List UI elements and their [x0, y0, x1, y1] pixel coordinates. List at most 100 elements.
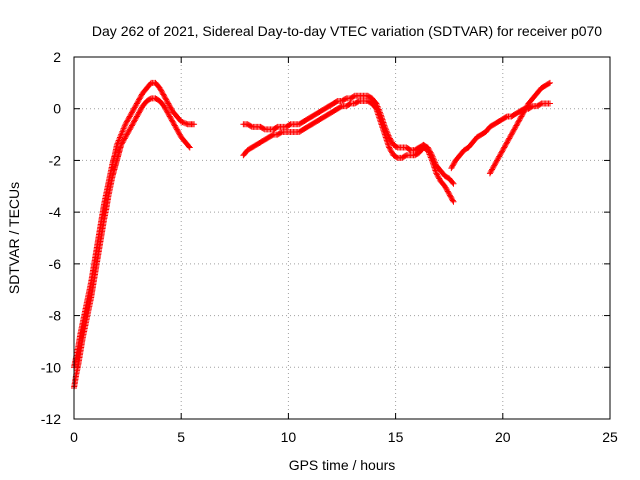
- data-point: [136, 109, 143, 116]
- data-point: [436, 175, 443, 182]
- data-point: [166, 101, 173, 108]
- data-point: [161, 92, 168, 99]
- data-point: [113, 141, 120, 148]
- data-point: [163, 96, 170, 103]
- data-point: [511, 126, 518, 133]
- data-point: [450, 198, 457, 205]
- chart-title: Day 262 of 2021, Sidereal Day-to-day VTE…: [92, 23, 602, 39]
- data-point: [124, 117, 131, 124]
- data-point: [372, 99, 379, 106]
- data-point: [133, 113, 140, 120]
- data-point: [376, 109, 383, 116]
- data-point: [507, 132, 514, 139]
- data-point: [171, 122, 178, 129]
- data-point: [161, 103, 168, 110]
- data-point: [425, 145, 432, 152]
- data-point: [373, 102, 380, 109]
- data-point: [487, 169, 494, 176]
- data-point: [496, 152, 503, 159]
- data-point: [130, 107, 137, 114]
- data-point: [124, 130, 131, 137]
- data-point: [429, 152, 436, 159]
- data-point: [128, 123, 135, 130]
- data-point: [426, 148, 433, 155]
- data-point: [115, 138, 122, 145]
- data-point: [172, 123, 179, 130]
- data-point: [509, 130, 516, 137]
- data-point: [446, 192, 453, 199]
- y-tick-labels: -12 -10 -8 -6 -4 -2 0 2: [41, 49, 61, 427]
- data-point: [125, 128, 132, 135]
- data-point: [183, 120, 190, 127]
- data-point: [174, 127, 181, 134]
- data-point: [384, 131, 391, 138]
- x-tick-label: 5: [177, 429, 185, 445]
- data-point: [123, 119, 130, 126]
- y-axis-title: SDTVAR / TECUs: [6, 182, 22, 294]
- data-point: [514, 119, 521, 126]
- data-point: [162, 95, 169, 102]
- data-point: [134, 99, 141, 106]
- data-point: [448, 165, 455, 172]
- data-point: [506, 135, 513, 142]
- data-point: [489, 165, 496, 172]
- data-point: [489, 166, 496, 173]
- data-point: [121, 136, 128, 143]
- data-point: [164, 109, 171, 116]
- data-point: [165, 100, 172, 107]
- data-point: [386, 134, 393, 141]
- data-point: [122, 121, 129, 128]
- data-point: [514, 121, 521, 128]
- data-point: [158, 88, 165, 95]
- data-point: [131, 104, 138, 111]
- data-point: [176, 130, 183, 137]
- data-point: [168, 117, 175, 124]
- data-point: [515, 118, 522, 125]
- data-point: [493, 158, 500, 165]
- data-point: [488, 167, 495, 174]
- data-point: [163, 108, 170, 115]
- data-point: [337, 103, 344, 110]
- data-point: [521, 108, 528, 115]
- data-point: [512, 123, 519, 130]
- plot-frame: [73, 56, 611, 420]
- data-point: [494, 156, 501, 163]
- data-point: [450, 161, 457, 168]
- data-point: [171, 121, 178, 128]
- data-point: [115, 137, 122, 144]
- data-point: [447, 193, 454, 200]
- data-point: [441, 183, 448, 190]
- data-point: [510, 127, 517, 134]
- data-point: [135, 110, 142, 117]
- data-point: [136, 96, 143, 103]
- data-point: [161, 104, 168, 111]
- data-point: [430, 156, 437, 163]
- data-point: [158, 87, 165, 94]
- data-point: [131, 105, 138, 112]
- data-point: [389, 139, 396, 146]
- x-tick-labels: 0 5 10 15 20 25: [70, 429, 618, 445]
- data-point: [502, 141, 509, 148]
- data-point: [355, 98, 362, 105]
- data-point: [131, 118, 138, 125]
- data-point: [445, 189, 452, 196]
- data-point: [427, 149, 434, 156]
- data-point: [516, 116, 523, 123]
- data-point: [247, 123, 254, 130]
- data-point: [393, 143, 400, 150]
- data-point: [159, 90, 166, 97]
- data-point: [182, 120, 189, 127]
- data-point: [125, 116, 132, 123]
- data-point: [449, 197, 456, 204]
- data-point: [118, 131, 125, 138]
- data-point: [444, 187, 451, 194]
- data-point: [173, 126, 180, 133]
- data-point: [429, 153, 436, 160]
- data-point: [432, 159, 439, 166]
- data-point: [506, 134, 513, 141]
- data-point: [386, 145, 393, 152]
- data-point: [128, 109, 135, 116]
- data-point: [503, 114, 510, 121]
- data-point: [273, 124, 280, 131]
- data-point: [494, 157, 501, 164]
